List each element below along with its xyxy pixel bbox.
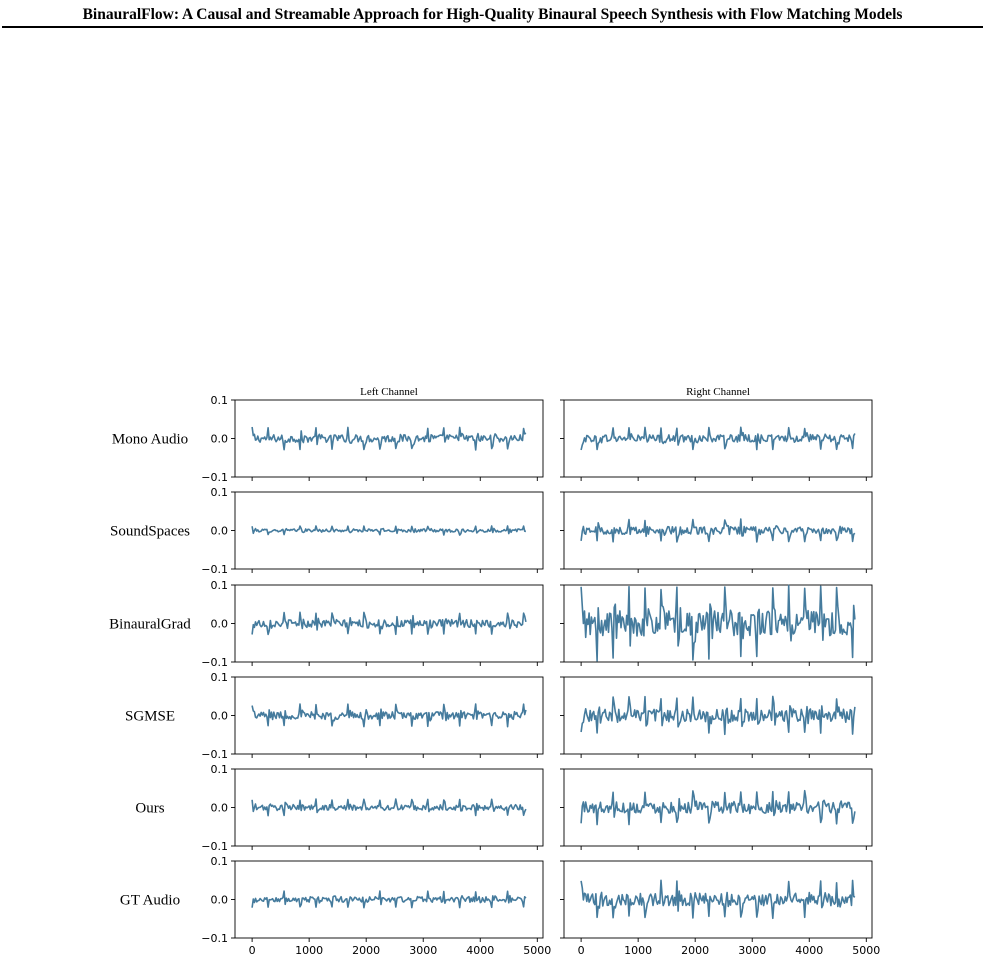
row-label-soundspaces: SoundSpaces [110, 524, 190, 540]
waveform-line-sgmse-right [580, 695, 856, 736]
panel-mono-audio-left: −0.1 0.0 0.1 [201, 394, 544, 484]
panel-soundspaces-right [560, 491, 873, 573]
x-tick-label: 1000 [295, 944, 323, 957]
waveform-line-gt-audio-left [251, 890, 527, 909]
x-tick-label: 2000 [681, 944, 709, 957]
panel-gt-audio-right: 0 1000 2000 3000 4000 5000 [560, 860, 880, 957]
waveform-line-ours-right [580, 789, 856, 826]
x-tick-label: 5000 [523, 944, 551, 957]
panel-mono-audio-right [560, 399, 873, 481]
column-title-left-channel: Left Channel [360, 386, 418, 398]
header-rule [2, 26, 983, 28]
panel-gt-audio-left: −0.1 0.0 0.1 0 1000 2000 3000 4000 5000 [201, 855, 551, 957]
waveform-line-mono-audio-right [580, 426, 856, 451]
y-tick-label: 0.1 [211, 486, 229, 499]
waveform-line-mono-audio-left [251, 426, 527, 451]
y-tick-label: 0.1 [211, 855, 229, 868]
panel-binauralgrad-right [560, 584, 873, 666]
row-label-sgmse: SGMSE [125, 709, 175, 725]
y-tick-label: −0.1 [201, 471, 228, 484]
x-tick-label: 4000 [466, 944, 494, 957]
y-tick-label: 0.0 [211, 433, 229, 446]
y-tick-label: −0.1 [201, 932, 228, 945]
column-title-right-channel: Right Channel [686, 386, 750, 398]
panel-ours-left: −0.1 0.0 0.1 [201, 763, 544, 853]
row-label-binauralgrad: BinauralGrad [109, 617, 191, 633]
row-label-mono-audio: Mono Audio [112, 432, 188, 448]
panel-ours-right [560, 768, 873, 850]
waveform-line-soundspaces-left [251, 525, 527, 536]
waveform-line-binauralgrad-left [251, 611, 527, 636]
x-tick-label: 0 [578, 944, 585, 957]
running-header: BinauralFlow: A Causal and Streamable Ap… [82, 6, 903, 23]
y-tick-label: 0.0 [211, 802, 229, 815]
x-tick-label: 4000 [795, 944, 823, 957]
x-tick-label: 2000 [352, 944, 380, 957]
y-tick-label: 0.0 [211, 525, 229, 538]
x-tick-label: 0 [249, 944, 256, 957]
panel-sgmse-left: −0.1 0.0 0.1 [201, 671, 544, 761]
y-tick-label: 0.1 [211, 763, 229, 776]
waveform-line-soundspaces-right [580, 518, 856, 543]
x-tick-label: 1000 [624, 944, 652, 957]
y-tick-label: −0.1 [201, 748, 228, 761]
row-label-gt-audio: GT Audio [120, 893, 180, 909]
waveform-line-sgmse-left [251, 703, 527, 728]
x-tick-label: 3000 [409, 944, 437, 957]
panel-binauralgrad-left: −0.1 0.0 0.1 [201, 579, 544, 669]
y-tick-label: 0.1 [211, 394, 229, 407]
x-tick-label: 3000 [738, 944, 766, 957]
waveform-line-gt-audio-right [580, 879, 856, 920]
y-tick-label: 0.0 [211, 710, 229, 723]
panel-soundspaces-left: −0.1 0.0 0.1 [201, 486, 544, 576]
x-tick-label: 5000 [852, 944, 880, 957]
y-tick-label: 0.1 [211, 671, 229, 684]
y-tick-label: −0.1 [201, 656, 228, 669]
waveform-line-ours-left [251, 798, 527, 817]
waveform-line-binauralgrad-right [580, 584, 856, 662]
y-tick-label: 0.0 [211, 618, 229, 631]
y-tick-label: −0.1 [201, 563, 228, 576]
y-tick-label: 0.0 [211, 894, 229, 907]
panel-sgmse-right [560, 676, 873, 758]
y-tick-label: 0.1 [211, 579, 229, 592]
y-tick-label: −0.1 [201, 840, 228, 853]
row-label-ours: Ours [135, 801, 164, 817]
